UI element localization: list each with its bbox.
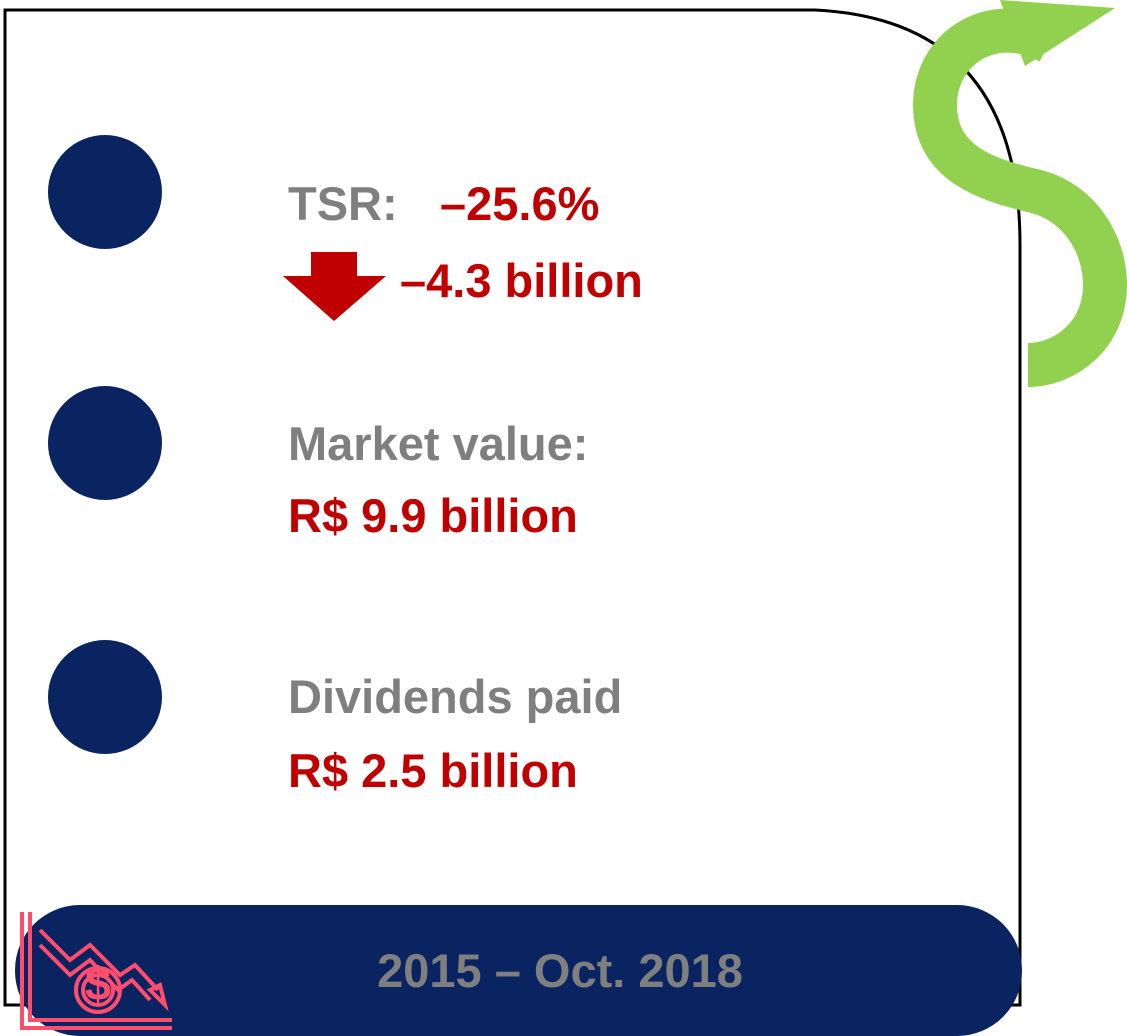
icon-dollar: $ (85, 957, 111, 1010)
bullet (48, 135, 162, 249)
item-label: Dividends paid (288, 670, 622, 723)
green-arrowhead (1000, 0, 1115, 66)
green-arc (912, 8, 1127, 387)
bullet (48, 640, 162, 754)
footer-bar (15, 905, 1022, 1036)
bullet (48, 386, 162, 500)
down-arrow (283, 252, 386, 321)
decline-icon (20, 912, 172, 1030)
item-value: –25.6% (440, 177, 599, 230)
footer-period: 2015 – Oct. 2018 (377, 944, 743, 997)
item-label: TSR: (288, 177, 398, 230)
item-change: –4.3 billion (400, 254, 643, 307)
item-value: R$ 2.5 billion (288, 744, 578, 797)
item-value: R$ 9.9 billion (288, 489, 578, 542)
item-label: Market value: (288, 417, 588, 470)
card-border (3, 8, 1022, 1007)
